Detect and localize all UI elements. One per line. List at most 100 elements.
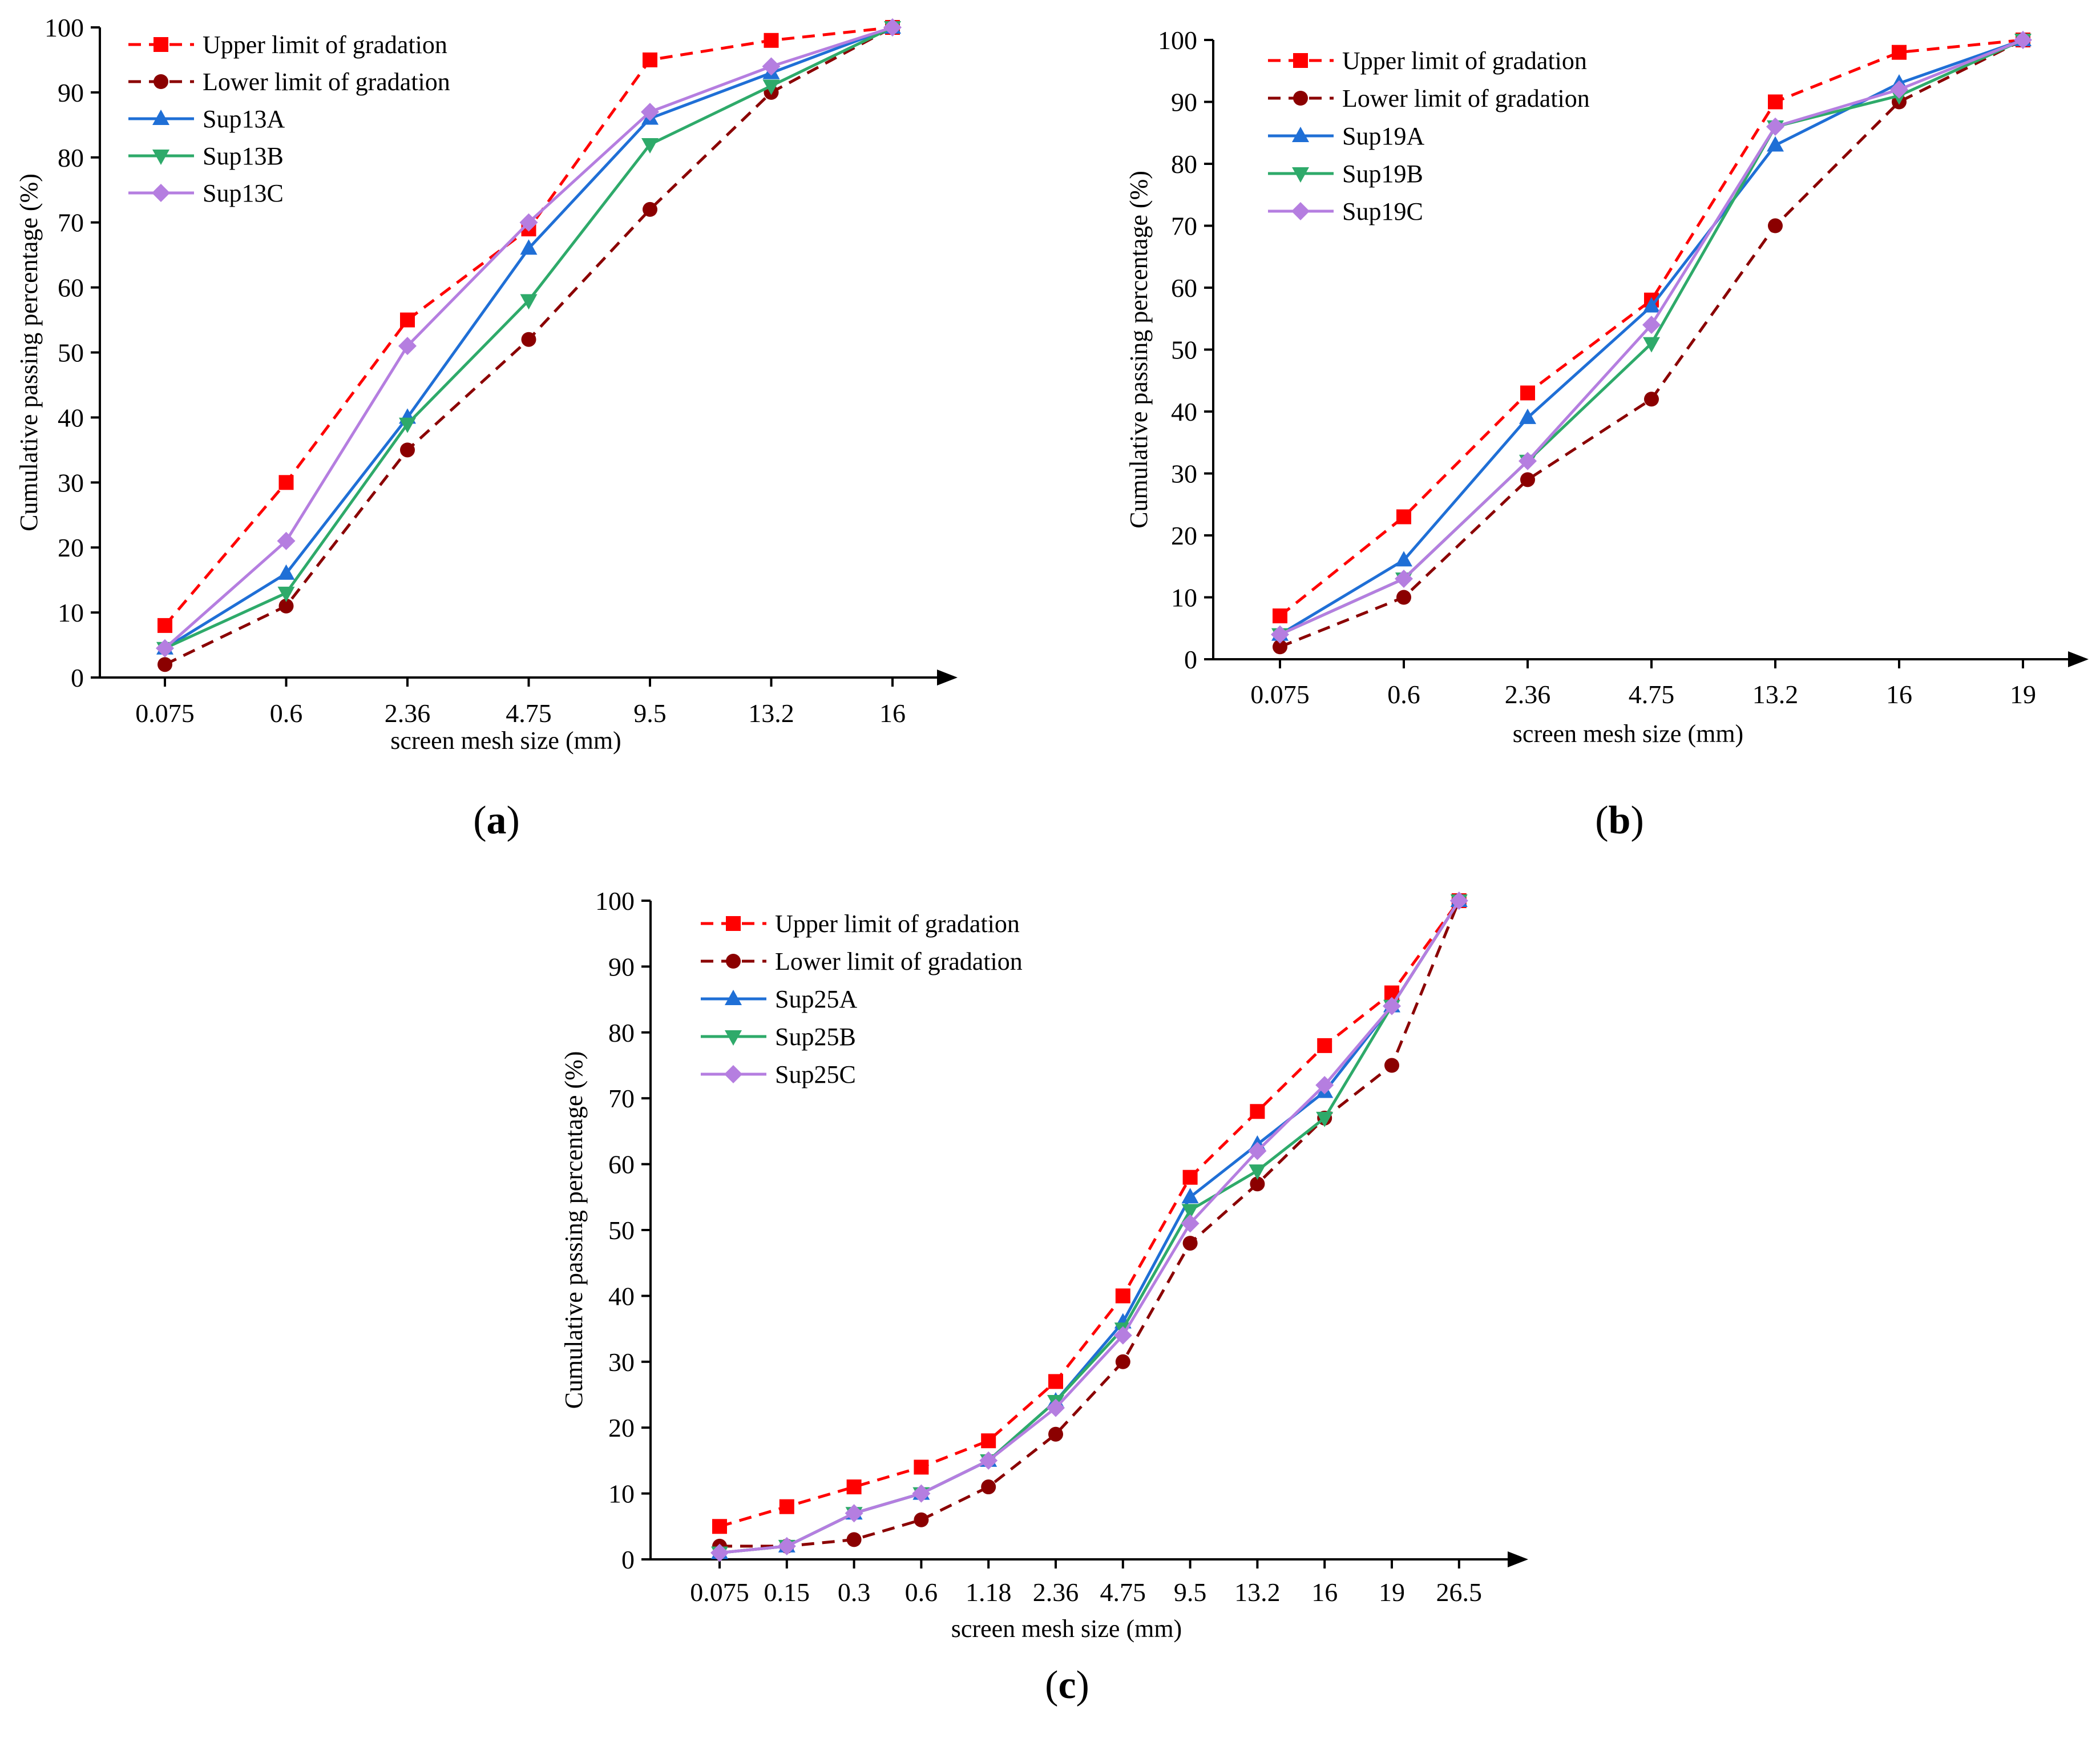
data-point-lower: [521, 332, 536, 347]
data-point-B: [1316, 1111, 1334, 1127]
data-point-A: [1181, 1188, 1199, 1204]
data-point-C: [1047, 1398, 1065, 1417]
data-point-C: [1271, 625, 1289, 644]
y-tick-label: 80: [608, 1018, 635, 1047]
x-axis-arrow-icon: [1508, 1551, 1528, 1567]
x-axis-title: screen mesh size (mm): [951, 1615, 1182, 1643]
data-point-C: [912, 1484, 931, 1503]
data-point-lower: [158, 657, 172, 672]
data-point-C: [1383, 997, 1401, 1015]
data-point-B: [520, 294, 538, 310]
data-point-B: [1249, 1164, 1266, 1180]
y-tick-label: 90: [1171, 88, 1197, 117]
y-tick-label: 60: [58, 273, 84, 303]
legend-marker-lower: [726, 954, 741, 969]
x-tick-label: 0.075: [690, 1578, 749, 1607]
y-tick-label: 20: [608, 1413, 635, 1442]
data-point-C: [398, 337, 417, 356]
y-tick-label: 50: [58, 338, 84, 368]
data-point-C: [777, 1537, 796, 1555]
y-tick-label: 60: [1171, 273, 1197, 303]
x-tick-label: 4.75: [1629, 680, 1675, 709]
legend-marker-lower: [1293, 91, 1308, 106]
chart-panel-b: 0 10 20 30 40 50 60 70 80 90 100 0.075 0.6 2.36 4.75 13…: [1125, 26, 2089, 842]
data-point-A: [520, 239, 538, 255]
data-point-lower: [1048, 1426, 1063, 1442]
x-axis-title: screen mesh size (mm): [1513, 720, 1743, 748]
data-point-A: [1643, 297, 1660, 313]
y-tick-label: 20: [58, 533, 84, 562]
legend-label: Sup25A: [775, 985, 857, 1013]
legend-marker-C: [152, 184, 170, 202]
x-tick-label: 16: [1886, 680, 1912, 709]
data-point-B: [762, 79, 780, 95]
data-point-C: [1449, 892, 1468, 910]
data-point-C: [1642, 316, 1661, 334]
y-tick-label: 90: [58, 78, 84, 107]
x-tick-label: 16: [879, 699, 906, 728]
x-tick-label: 16: [1311, 1578, 1338, 1607]
data-point-C: [710, 1543, 729, 1562]
data-point-upper: [1115, 1288, 1130, 1304]
data-point-C: [1766, 117, 1784, 136]
data-point-lower: [1644, 392, 1659, 407]
x-tick-label: 0.6: [270, 699, 303, 728]
data-point-upper: [712, 1519, 727, 1534]
data-point-upper: [1768, 94, 1783, 110]
x-tick-label: 0.6: [905, 1578, 938, 1607]
y-tick-label: 40: [58, 403, 84, 432]
y-tick-label: 30: [58, 468, 84, 497]
legend-marker-lower: [154, 74, 168, 89]
y-tick-label: 0: [621, 1545, 635, 1574]
data-point-lower: [846, 1532, 862, 1547]
data-point-C: [1395, 569, 1413, 588]
y-tick-label: 70: [1171, 212, 1197, 241]
y-tick-label: 60: [608, 1150, 635, 1179]
data-point-lower: [1768, 218, 1783, 233]
legend-marker-upper: [1293, 53, 1308, 68]
data-point-upper: [1048, 1374, 1063, 1389]
data-point-lower: [981, 1479, 996, 1495]
data-point-upper: [846, 1479, 862, 1495]
data-point-upper: [1182, 1170, 1198, 1185]
x-tick-label: 0.075: [135, 699, 195, 728]
data-point-upper: [643, 52, 657, 67]
x-tick-label: 4.75: [506, 699, 552, 728]
y-tick-label: 100: [595, 886, 635, 916]
data-point-lower: [1250, 1176, 1265, 1192]
data-point-upper: [1317, 1038, 1332, 1053]
legend-label: Lower limit of gradation: [775, 947, 1023, 975]
data-point-C: [519, 213, 538, 232]
y-tick-label: 30: [608, 1348, 635, 1377]
y-axis-title: Cumulative passing percentage (%): [15, 174, 43, 531]
data-point-upper: [400, 312, 415, 328]
x-tick-label: 2.36: [1505, 680, 1551, 709]
data-point-upper: [1892, 45, 1907, 60]
y-tick-label: 0: [71, 663, 84, 692]
x-tick-label: 2.36: [385, 699, 431, 728]
legend-marker-upper: [154, 37, 168, 52]
legend-label: Sup13A: [203, 105, 285, 133]
data-point-B: [641, 138, 659, 154]
legend-label: Sup13B: [203, 142, 284, 170]
legend-label: Sup25C: [775, 1061, 856, 1088]
data-point-upper: [278, 475, 294, 490]
legend-marker-A: [152, 110, 169, 125]
data-point-B: [1181, 1204, 1199, 1220]
x-tick-label: 9.5: [1174, 1578, 1207, 1607]
y-tick-label: 0: [1184, 645, 1197, 674]
data-point-lower: [1273, 639, 1287, 655]
data-point-lower: [1520, 472, 1535, 487]
data-point-C: [762, 57, 781, 76]
data-point-upper: [764, 33, 779, 48]
legend-label: Sup25B: [775, 1023, 856, 1051]
data-point-upper: [158, 618, 172, 633]
y-axis-title: Cumulative passing percentage (%): [1125, 171, 1153, 529]
legend-label: Upper limit of gradation: [775, 910, 1020, 938]
x-tick-label: 0.075: [1250, 680, 1310, 709]
data-point-B: [1643, 337, 1660, 353]
chart-panel-c: 0 10 20 30 40 50 60 70 80 90 100 0.075 0.15 0.3 0.6 1.1…: [560, 886, 1528, 1707]
x-tick-label: 13.2: [1752, 680, 1799, 709]
series-line-C: [719, 900, 1460, 1554]
x-tick-label: 0.15: [764, 1578, 810, 1607]
